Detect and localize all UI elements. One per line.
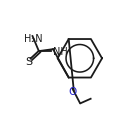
Text: NH: NH: [53, 46, 68, 56]
Text: H₂N: H₂N: [24, 33, 43, 43]
Text: O: O: [68, 87, 76, 97]
Text: S: S: [25, 56, 32, 66]
